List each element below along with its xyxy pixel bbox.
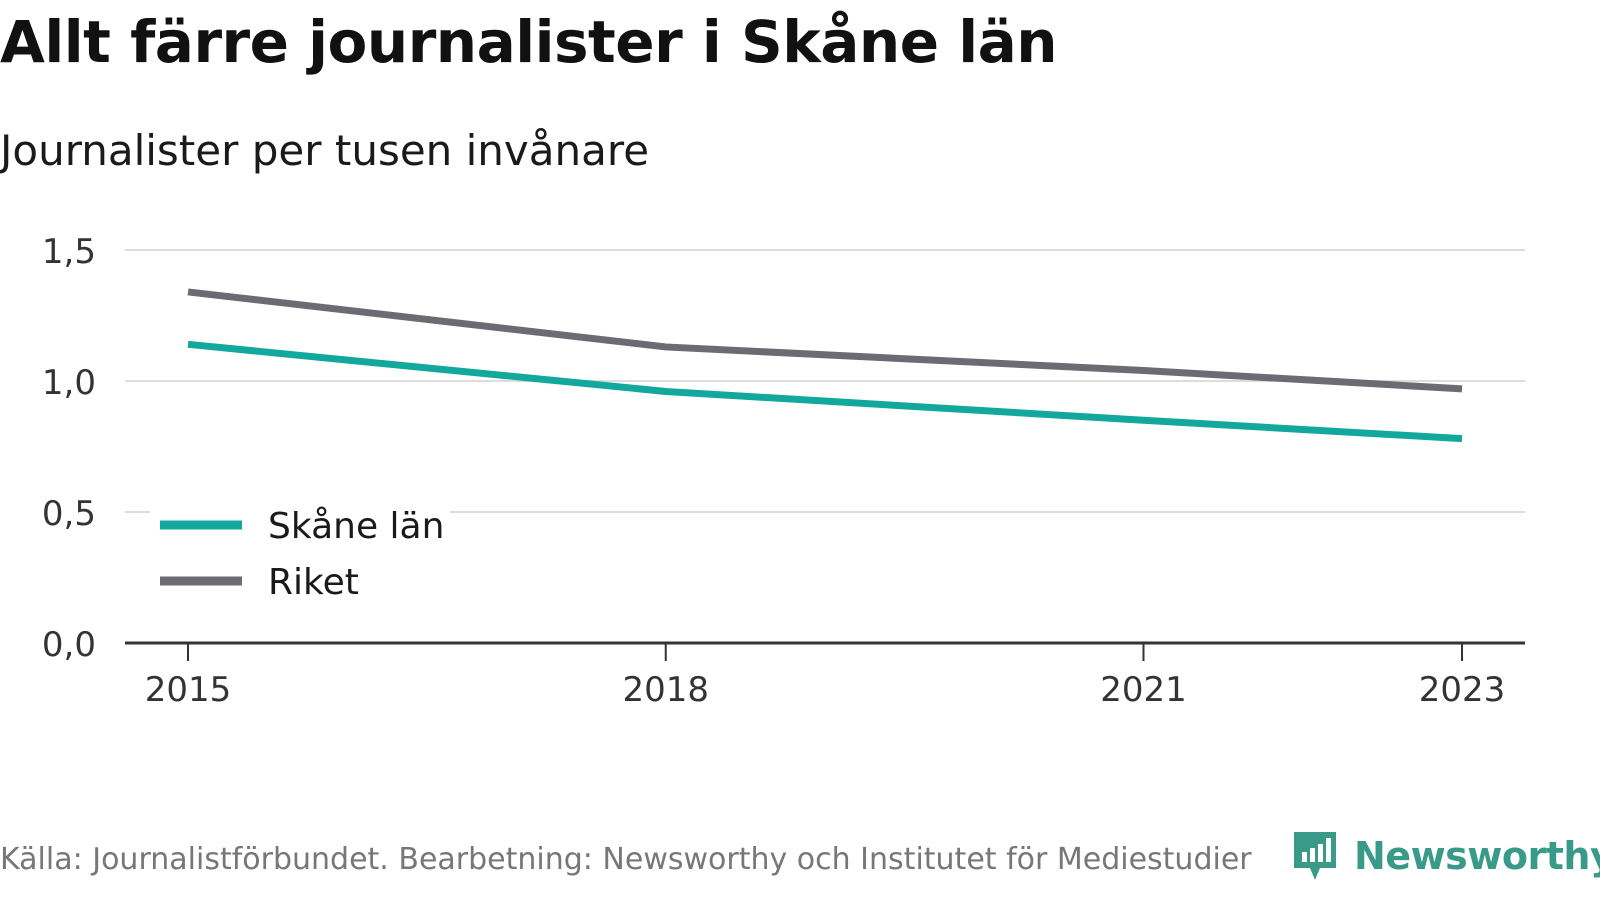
x-tick-label: 2021 — [1100, 670, 1187, 710]
x-tick-label: 2018 — [622, 670, 709, 710]
chart-subtitle: Journalister per tusen invånare — [0, 126, 650, 175]
series-line-riket — [187, 288, 1463, 393]
x-tick-label: 2023 — [1419, 670, 1506, 710]
y-tick-label: 0,5 — [42, 494, 96, 534]
newsworthy-logo-icon — [1294, 832, 1336, 880]
legend-background — [150, 490, 450, 615]
y-tick-label: 0,0 — [42, 625, 96, 665]
brand-name: Newsworthy — [1354, 834, 1600, 878]
legend-label: Skåne län — [268, 506, 444, 547]
series-line-skane — [187, 340, 1463, 443]
legend-label: Riket — [268, 562, 359, 603]
y-tick-label: 1,0 — [42, 363, 96, 403]
source-note: Källa: Journalistförbundet. Bearbetning:… — [0, 842, 1252, 877]
chart-title: Allt färre journalister i Skåne län — [0, 8, 1058, 76]
x-tick-label: 2015 — [145, 670, 232, 710]
brand: Newsworthy — [1290, 826, 1600, 886]
y-tick-label: 1,5 — [42, 232, 96, 272]
